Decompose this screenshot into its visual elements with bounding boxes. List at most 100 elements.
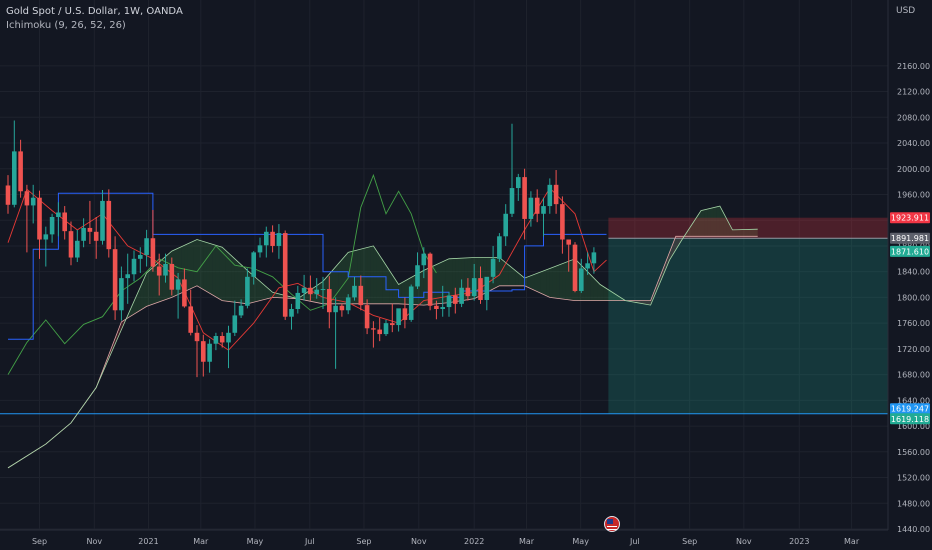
cloud-segment xyxy=(496,257,500,288)
price-label-box xyxy=(890,413,930,425)
flag-stripe xyxy=(607,529,617,530)
cloud-segment xyxy=(379,255,383,304)
candle-body xyxy=(37,197,42,240)
cloud-segment xyxy=(745,229,749,237)
candle-body xyxy=(541,206,546,214)
price-label-text: 1871.610 xyxy=(891,247,929,256)
candle-body xyxy=(188,306,193,333)
cloud-segment xyxy=(666,252,670,268)
candle-body xyxy=(478,278,483,300)
cloud-segment xyxy=(212,244,216,297)
cloud-segment xyxy=(241,264,245,304)
cloud-segment xyxy=(190,240,194,289)
candle-body xyxy=(175,279,181,290)
cloud-segment xyxy=(203,241,207,292)
price-tick-label: 1640.00 xyxy=(897,396,930,405)
price-tick-label: 1720.00 xyxy=(897,345,930,354)
cloud-segment xyxy=(534,273,538,292)
price-label-box xyxy=(890,212,930,224)
candle-body xyxy=(131,258,137,275)
cloud-segment xyxy=(719,206,724,237)
economic-event-flag-icon[interactable] xyxy=(604,516,620,532)
cloud-segment xyxy=(111,338,116,352)
candle-body xyxy=(320,289,326,291)
candle-body xyxy=(106,200,112,250)
cloud-segment xyxy=(675,236,679,250)
cloud-segment xyxy=(206,242,210,294)
cloud-segment xyxy=(650,292,654,306)
cloud-segment xyxy=(420,270,424,306)
cloud-segment xyxy=(537,272,541,294)
time-tick-label: Sep xyxy=(682,537,697,546)
price-label-text: 1619.247 xyxy=(891,405,929,414)
cloud-segment xyxy=(552,266,557,299)
cloud-segment xyxy=(505,262,509,286)
cloud-segment xyxy=(672,236,676,255)
price-tick-label: 1440.00 xyxy=(897,525,930,534)
price-label-text: 1923.911 xyxy=(891,214,929,223)
candle-body xyxy=(251,252,256,277)
time-tick-label: Mar xyxy=(844,537,860,546)
cloud-segment xyxy=(338,259,342,304)
candle-body xyxy=(364,305,370,329)
cloud-segment xyxy=(701,209,705,237)
time-tick-label: Sep xyxy=(32,537,47,546)
candle-body xyxy=(282,233,288,317)
candle-body xyxy=(245,276,250,306)
candle-body xyxy=(427,253,433,306)
cloud-segment xyxy=(704,209,708,237)
candle-body xyxy=(509,188,515,214)
cloud-segment xyxy=(530,274,535,291)
candle-body xyxy=(112,249,118,311)
cloud-segment xyxy=(568,260,572,301)
cloud-segment xyxy=(590,274,594,301)
price-axis-currency[interactable]: USD xyxy=(896,6,916,16)
time-tick-label: Sep xyxy=(356,537,371,546)
candle-body xyxy=(383,323,389,335)
time-tick-label: Nov xyxy=(86,537,102,546)
cloud-segment xyxy=(152,264,157,305)
time-tick-label: 2022 xyxy=(464,537,484,546)
time-tick-label: May xyxy=(572,537,589,546)
cloud-segment xyxy=(527,275,531,289)
candle-body xyxy=(219,336,225,343)
candle-body xyxy=(327,289,332,313)
price-tick-label: 2160.00 xyxy=(897,62,930,71)
cloud-segment xyxy=(389,270,393,304)
cloud-segment xyxy=(395,279,399,304)
cloud-segment xyxy=(341,255,346,304)
price-label-stop: 1923.911 xyxy=(890,212,930,224)
cloud-segment xyxy=(266,286,270,300)
cloud-segment xyxy=(754,229,758,237)
cloud-segment xyxy=(115,330,119,345)
candle-body xyxy=(371,328,376,330)
symbol-title[interactable]: Gold Spot / U.S. Dollar, 1W, OANDA xyxy=(6,6,183,17)
time-tick-label: Mar xyxy=(519,537,535,546)
price-tick-label: 1520.00 xyxy=(897,474,930,483)
cloud-segment xyxy=(549,267,553,298)
cloud-segment xyxy=(134,294,138,315)
cloud-segment xyxy=(663,260,667,276)
cloud-segment xyxy=(751,229,755,237)
cloud-segment xyxy=(215,245,220,299)
candle-body xyxy=(270,231,275,246)
candle-body xyxy=(295,292,301,309)
cloud-segment xyxy=(373,245,377,304)
cloud-segment xyxy=(543,269,547,296)
indicator-legend[interactable]: Ichimoku (9, 26, 52, 26) xyxy=(6,20,126,31)
candle-body xyxy=(534,197,540,214)
cloud-segment xyxy=(300,294,305,300)
candle-body xyxy=(213,336,219,344)
cloud-segment xyxy=(593,278,598,301)
cloud-segment xyxy=(118,321,122,337)
candle-body xyxy=(459,287,464,304)
senkou-span-a-line xyxy=(7,205,758,469)
cloud-segment xyxy=(256,278,260,302)
cloud-segment xyxy=(609,290,613,301)
candle-body xyxy=(396,308,401,326)
candle-body xyxy=(56,212,61,217)
price-tick-label: 1560.00 xyxy=(897,448,930,457)
price-label-text: 1619.118 xyxy=(891,415,929,424)
